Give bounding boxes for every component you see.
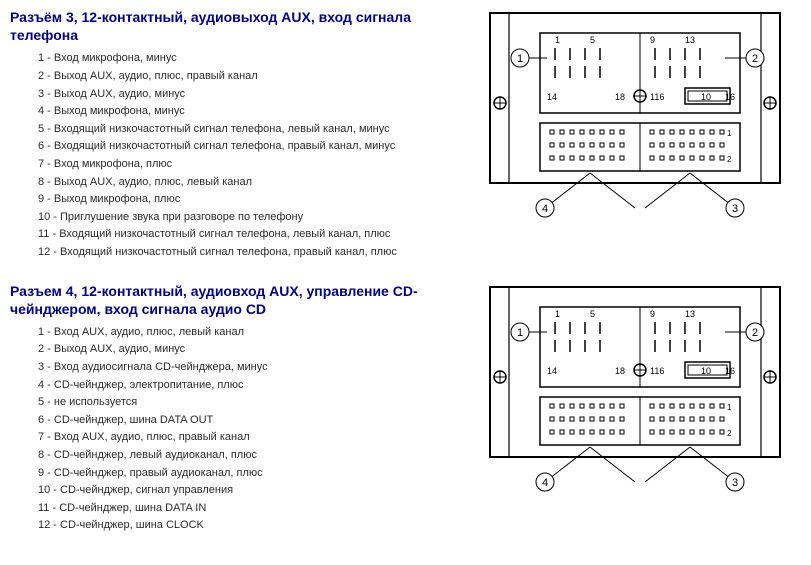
pn: 13 — [685, 35, 695, 45]
pin-item: 3 - Выход AUX, аудио, минус — [38, 86, 475, 104]
pin-item: 2 - Выход AUX, аудио, минус — [38, 341, 475, 359]
callout: 4 — [542, 203, 548, 215]
pn: 1 — [555, 309, 560, 319]
pn: 18 — [615, 366, 625, 376]
pin-item: 5 - Входящий низкочастотный сигнал телеф… — [38, 121, 475, 139]
svg-text:2: 2 — [727, 429, 732, 438]
connector-diagram: 1 5 9 13 14 18 116 16 — [485, 8, 785, 228]
pn: 1 — [555, 35, 560, 45]
pin-item: 1 - Вход микрофона, минус — [38, 50, 475, 68]
pin-item: 8 - CD-чейнджер, левый аудиоканал, плюс — [38, 447, 475, 465]
pin-item: 12 - CD-чейнджер, шина CLOCK — [38, 517, 475, 535]
svg-text:2: 2 — [727, 155, 732, 164]
callout: 1 — [517, 327, 523, 339]
pn: 18 — [615, 92, 625, 102]
pin-item: 3 - Вход аудиосигнала CD-чейнджера, мину… — [38, 359, 475, 377]
callout: 3 — [732, 477, 738, 489]
pin-item: 5 - не используется — [38, 394, 475, 412]
pin-item: 12 - Входящий низкочастотный сигнал теле… — [38, 244, 475, 262]
pin-item: 4 - Выход микрофона, минус — [38, 103, 475, 121]
pn: 14 — [547, 366, 557, 376]
svg-text:1: 1 — [727, 129, 732, 138]
callout: 4 — [542, 477, 548, 489]
left-column: Разъём 3, 12-контактный, аудиовыход AUX,… — [10, 8, 485, 262]
pn: 13 — [685, 309, 695, 319]
pin-item: 11 - CD-чейнджер, шина DATA IN — [38, 500, 475, 518]
slot-number: 10 — [701, 92, 711, 102]
pin-item: 4 - CD-чейнджер, электропитание, плюс — [38, 377, 475, 395]
pin-item: 7 - Вход AUX, аудио, плюс, правый канал — [38, 429, 475, 447]
callout: 3 — [732, 203, 738, 215]
svg-text:1: 1 — [727, 403, 732, 412]
section-connector-3: Разъём 3, 12-контактный, аудиовыход AUX,… — [10, 8, 801, 262]
pin-list: 1 - Вход микрофона, минус 2 - Выход AUX,… — [10, 50, 475, 261]
left-column: Разъем 4, 12-контактный, аудиовход AUX, … — [10, 282, 485, 536]
section-title: Разъём 3, 12-контактный, аудиовыход AUX,… — [10, 8, 475, 44]
connector-diagram: 1 5 9 13 14 18 116 16 10 — [485, 282, 785, 502]
pin-item: 10 - Приглушение звука при разговоре по … — [38, 209, 475, 227]
pn: 116 — [650, 366, 664, 376]
pin-item: 7 - Вход микрофона, плюс — [38, 156, 475, 174]
callout: 1 — [517, 53, 523, 65]
pn: 14 — [547, 92, 557, 102]
callout: 2 — [752, 53, 758, 65]
pn: 116 — [650, 92, 664, 102]
pin-item: 9 - CD-чейнджер, правый аудиоканал, плюс — [38, 465, 475, 483]
pin-item: 6 - CD-чейнджер, шина DATA OUT — [38, 412, 475, 430]
right-column: 1 5 9 13 14 18 116 16 — [485, 8, 801, 262]
pn: 5 — [590, 35, 595, 45]
right-column: 1 5 9 13 14 18 116 16 10 — [485, 282, 801, 536]
pn: 9 — [650, 35, 655, 45]
pin-item: 11 - Входящий низкочастотный сигнал теле… — [38, 226, 475, 244]
callout: 2 — [752, 327, 758, 339]
pin-item: 9 - Выход микрофона, плюс — [38, 191, 475, 209]
pin-item: 8 - Выход AUX, аудио, плюс, левый канал — [38, 174, 475, 192]
pin-list: 1 - Вход AUX, аудио, плюс, левый канал 2… — [10, 324, 475, 535]
pin-item: 6 - Входящий низкочастотный сигнал телеф… — [38, 138, 475, 156]
section-connector-4: Разъем 4, 12-контактный, аудиовход AUX, … — [10, 282, 801, 536]
pin-item: 2 - Выход AUX, аудио, плюс, правый канал — [38, 68, 475, 86]
pin-item: 1 - Вход AUX, аудио, плюс, левый канал — [38, 324, 475, 342]
pn: 5 — [590, 309, 595, 319]
section-title: Разъем 4, 12-контактный, аудиовход AUX, … — [10, 282, 475, 318]
slot-number: 10 — [701, 366, 711, 376]
pn: 9 — [650, 309, 655, 319]
pin-item: 10 - CD-чейнджер, сигнал управления — [38, 482, 475, 500]
